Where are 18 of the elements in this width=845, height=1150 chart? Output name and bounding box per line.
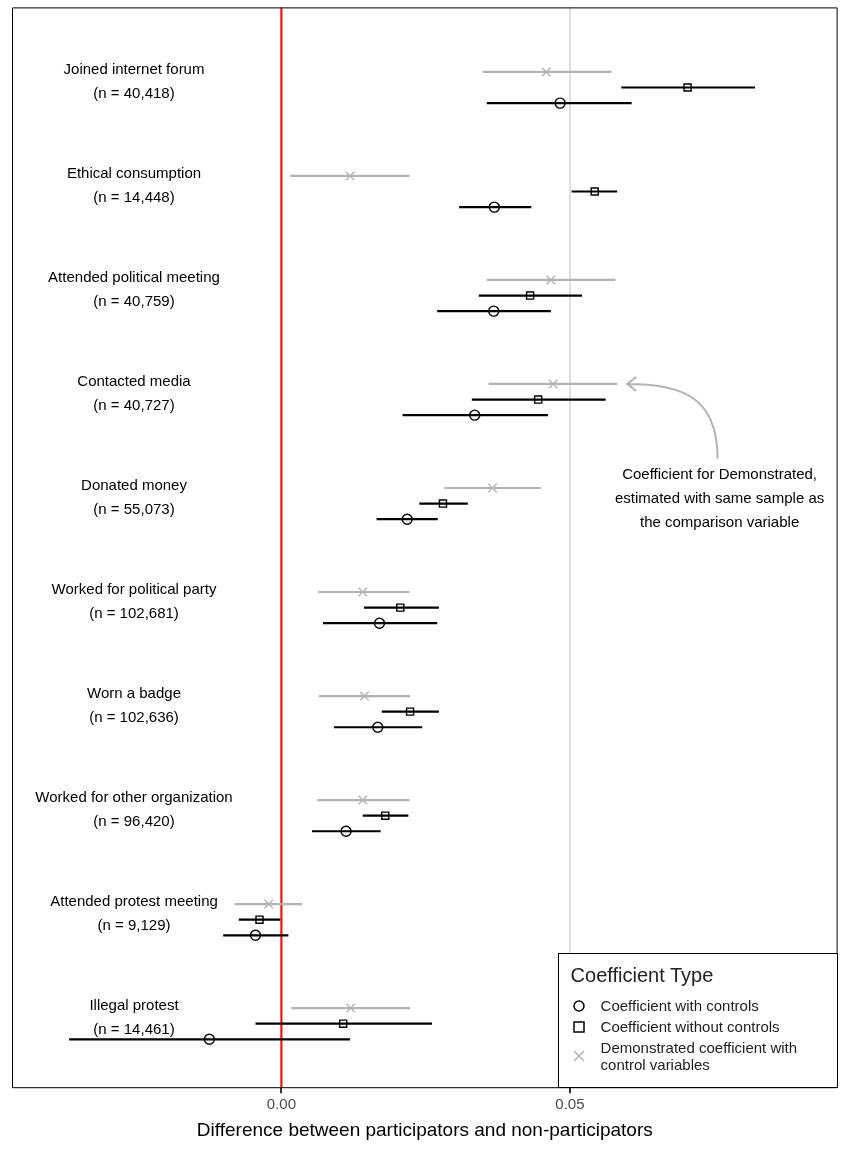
y-tick-label: Joined internet forum (n = 40,418) [63, 59, 205, 101]
y-tick-label: Attended political meeting (n = 40,759) [48, 267, 220, 309]
x-axis-title: Difference between participators and non-participators [196, 1118, 653, 1140]
x-tick-label: 0.05 [555, 1095, 585, 1113]
x-tick-label: 0.00 [266, 1095, 297, 1113]
y-tick-label: Contacted media (n = 40,727) [77, 371, 192, 413]
y-tick-label: Attended protest meeting (n = 9,129) [50, 891, 218, 933]
legend-title: Coefficient Type [570, 964, 715, 988]
annotation: Coefficient for Demonstrated, estimated with same sample as the comparison variable [614, 464, 825, 530]
y-tick-label: Donated money (n = 55,073) [81, 475, 188, 517]
y-tick-label: Worked for other organization (n = 96,420) [35, 787, 233, 829]
legend-label: Coefficient without controls [600, 1018, 780, 1036]
y-tick-label: Worked for political party (n = 102,681) [51, 579, 217, 621]
y-tick-label: Illegal protest (n = 14,461) [89, 995, 180, 1037]
legend-label: Demonstrated coefficient with control variables [600, 1039, 799, 1074]
legend-label: Coefficient with controls [600, 997, 759, 1015]
y-tick-label: Worn a badge (n = 102,636) [87, 683, 181, 725]
y-tick-label: Ethical consumption (n = 14,448) [66, 163, 202, 205]
